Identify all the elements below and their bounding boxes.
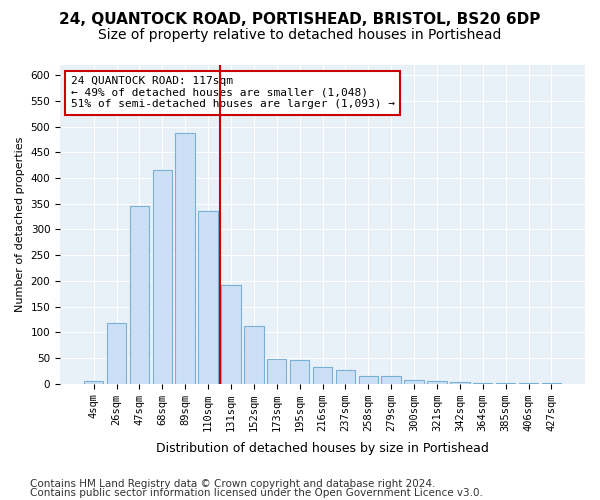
- Text: Contains public sector information licensed under the Open Government Licence v3: Contains public sector information licen…: [30, 488, 483, 498]
- Bar: [221, 285, 241, 384]
- Bar: [107, 323, 126, 384]
- Text: 24, QUANTOCK ROAD, PORTISHEAD, BRISTOL, BS20 6DP: 24, QUANTOCK ROAD, PORTISHEAD, BRISTOL, …: [59, 12, 541, 28]
- Bar: [175, 133, 195, 384]
- Bar: [244, 326, 263, 384]
- Bar: [427, 381, 446, 384]
- Bar: [84, 381, 103, 384]
- Bar: [130, 206, 149, 384]
- Bar: [404, 380, 424, 384]
- X-axis label: Distribution of detached houses by size in Portishead: Distribution of detached houses by size …: [156, 442, 489, 455]
- Bar: [382, 376, 401, 384]
- Bar: [290, 360, 310, 384]
- Text: Contains HM Land Registry data © Crown copyright and database right 2024.: Contains HM Land Registry data © Crown c…: [30, 479, 436, 489]
- Bar: [313, 366, 332, 384]
- Text: Size of property relative to detached houses in Portishead: Size of property relative to detached ho…: [98, 28, 502, 42]
- Bar: [267, 359, 286, 384]
- Bar: [359, 376, 378, 384]
- Y-axis label: Number of detached properties: Number of detached properties: [15, 136, 25, 312]
- Bar: [450, 382, 470, 384]
- Bar: [199, 212, 218, 384]
- Bar: [519, 383, 538, 384]
- Bar: [473, 382, 493, 384]
- Text: 24 QUANTOCK ROAD: 117sqm
← 49% of detached houses are smaller (1,048)
51% of sem: 24 QUANTOCK ROAD: 117sqm ← 49% of detach…: [71, 76, 395, 110]
- Bar: [496, 382, 515, 384]
- Bar: [542, 383, 561, 384]
- Bar: [152, 170, 172, 384]
- Bar: [335, 370, 355, 384]
